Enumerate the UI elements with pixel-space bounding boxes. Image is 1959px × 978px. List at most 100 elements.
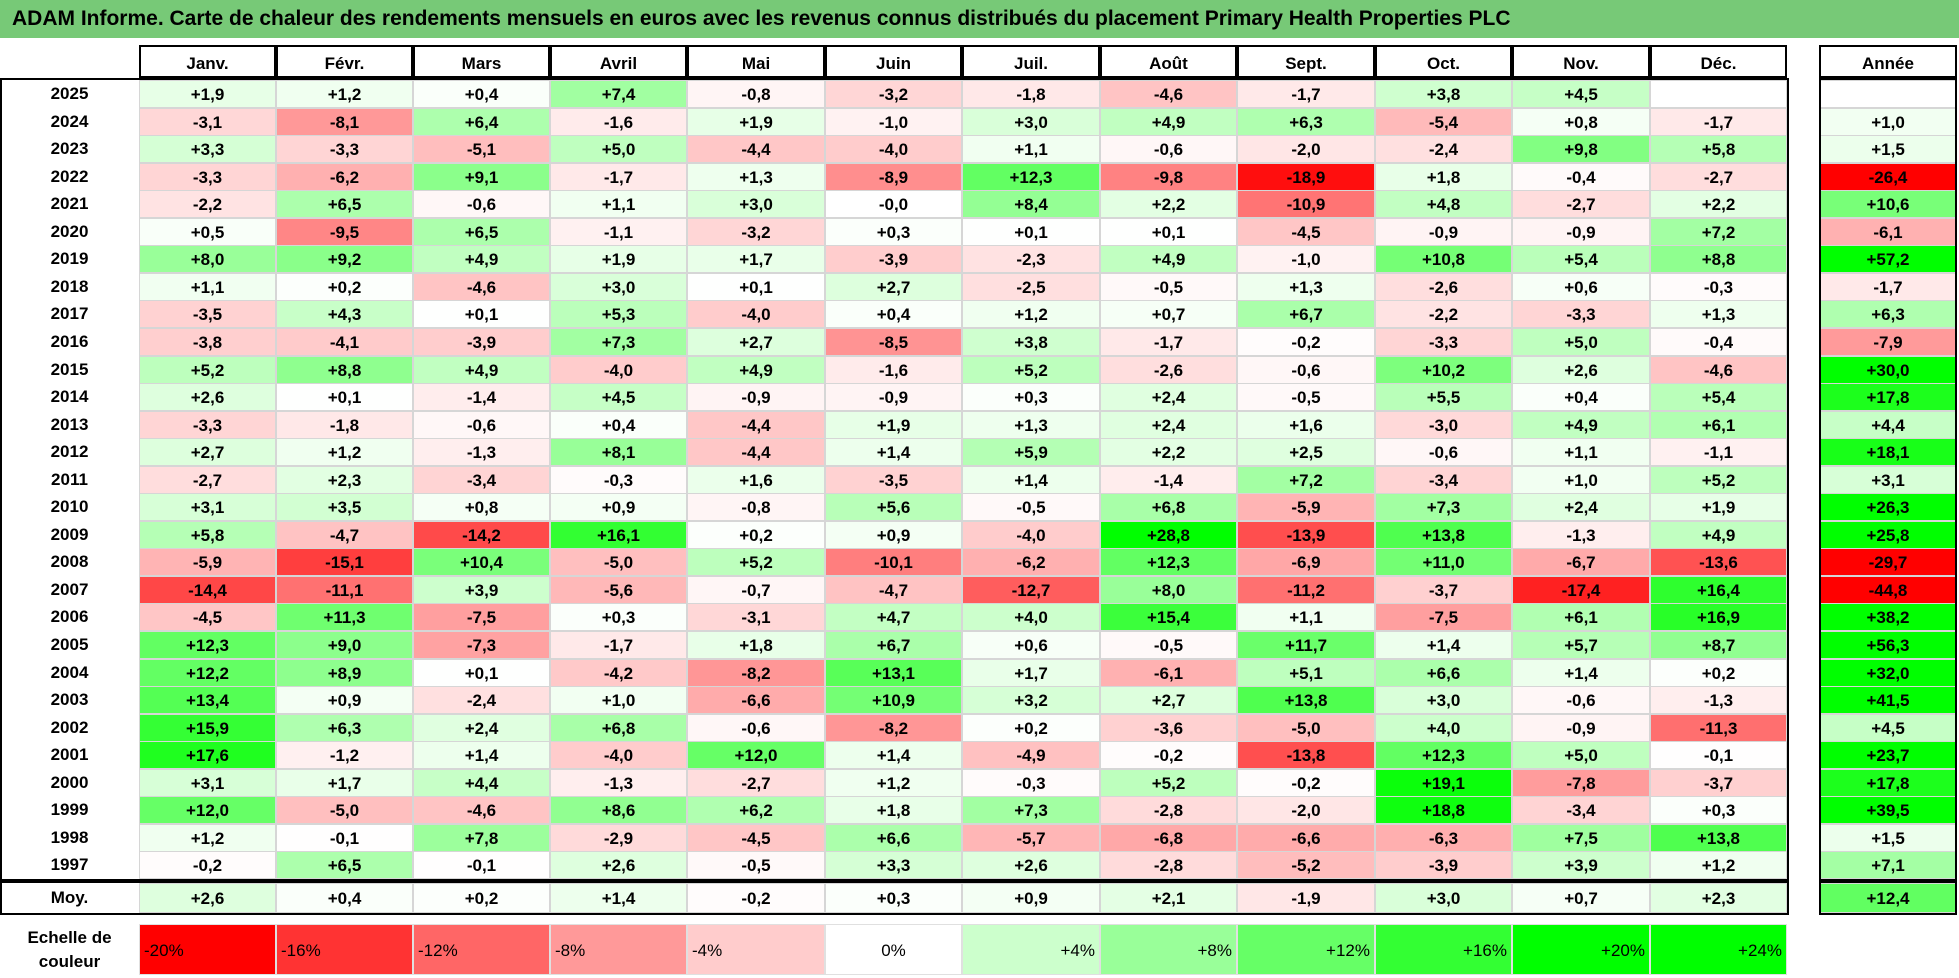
heatmap-cell: +2,6 bbox=[139, 383, 276, 412]
heatmap-cell: +8,6 bbox=[550, 796, 687, 825]
heatmap-cell: -4,6 bbox=[1650, 355, 1787, 384]
heatmap-cell: +1,4 bbox=[1375, 631, 1512, 660]
year-label: 1998 bbox=[50, 827, 89, 847]
heatmap-cell: +0,4 bbox=[825, 300, 962, 329]
heatmap-cell: +3,8 bbox=[962, 327, 1100, 356]
annual-cell: +32,0 bbox=[1819, 658, 1957, 687]
heatmap-cell: -3,3 bbox=[139, 410, 276, 439]
heatmap-cell: +15,9 bbox=[139, 713, 276, 742]
heatmap-cell bbox=[1650, 80, 1787, 109]
month-header: Oct. bbox=[1375, 45, 1512, 78]
heatmap-cell: +0,8 bbox=[1512, 107, 1650, 136]
heatmap-cell: -0,5 bbox=[1237, 383, 1375, 412]
heatmap-cell: +1,3 bbox=[687, 162, 825, 191]
heatmap-cell: -0,2 bbox=[139, 851, 276, 880]
heatmap-cell: +5,2 bbox=[1100, 768, 1237, 797]
heatmap-cell: -1,6 bbox=[550, 107, 687, 136]
heatmap-cell: -0,1 bbox=[413, 851, 550, 880]
year-label: 1999 bbox=[50, 800, 89, 820]
heatmap-cell: +0,3 bbox=[825, 217, 962, 246]
annual-cell: +41,5 bbox=[1819, 686, 1957, 715]
heatmap-cell: +0,5 bbox=[139, 217, 276, 246]
heatmap-cell: -17,4 bbox=[1512, 575, 1650, 604]
month-header: Déc. bbox=[1650, 45, 1787, 78]
heatmap-cell: +5,2 bbox=[139, 355, 276, 384]
heatmap-cell: +4,4 bbox=[413, 768, 550, 797]
heatmap-cell: +11,7 bbox=[1237, 631, 1375, 660]
heatmap-cell: -2,7 bbox=[1650, 162, 1787, 191]
heatmap-cell: +5,7 bbox=[1512, 631, 1650, 660]
heatmap-cell: -6,1 bbox=[1100, 658, 1237, 687]
heatmap-cell: +5,4 bbox=[1650, 383, 1787, 412]
heatmap-cell: +6,8 bbox=[1100, 493, 1237, 522]
year-label: 2006 bbox=[50, 607, 89, 627]
heatmap-cell: +1,2 bbox=[825, 768, 962, 797]
heatmap-cell: -0,5 bbox=[1100, 631, 1237, 660]
month-header: Mai bbox=[687, 45, 825, 78]
heatmap-cell: +6,5 bbox=[276, 190, 413, 219]
heatmap-cell: +1,0 bbox=[1512, 465, 1650, 494]
color-scale-label-line2: couleur bbox=[38, 952, 101, 971]
year-label: 2014 bbox=[50, 387, 89, 407]
year-label: 2001 bbox=[50, 745, 89, 765]
heatmap-cell: -10,1 bbox=[825, 548, 962, 577]
heatmap-cell: +1,1 bbox=[962, 135, 1100, 164]
heatmap-cell: -2,0 bbox=[1237, 796, 1375, 825]
heatmap-cell: -4,9 bbox=[962, 741, 1100, 770]
heatmap-cell: -4,6 bbox=[413, 272, 550, 301]
heatmap-cell: -5,1 bbox=[413, 135, 550, 164]
heatmap-cell: -12,7 bbox=[962, 575, 1100, 604]
heatmap-cell: +1,1 bbox=[139, 272, 276, 301]
heatmap-cell: -4,4 bbox=[687, 135, 825, 164]
year-label: 2022 bbox=[50, 166, 89, 186]
heatmap-cell: +5,1 bbox=[1237, 658, 1375, 687]
annual-cell: +30,0 bbox=[1819, 355, 1957, 384]
month-header: Sept. bbox=[1237, 45, 1375, 78]
heatmap-cell: -2,7 bbox=[139, 465, 276, 494]
heatmap-cell: -0,6 bbox=[1375, 438, 1512, 467]
heatmap-cell: -8,2 bbox=[687, 658, 825, 687]
heatmap-cell: -5,2 bbox=[1237, 851, 1375, 880]
average-cell: +2,6 bbox=[139, 883, 276, 913]
heatmap-cell: +2,4 bbox=[1512, 493, 1650, 522]
heatmap-cell: -3,5 bbox=[139, 300, 276, 329]
heatmap-cell: -5,0 bbox=[550, 548, 687, 577]
heatmap-cell: +0,3 bbox=[962, 383, 1100, 412]
annual-cell: +23,7 bbox=[1819, 741, 1957, 770]
heatmap-cell: +8,1 bbox=[550, 438, 687, 467]
heatmap-cell: -0,8 bbox=[687, 493, 825, 522]
heatmap-cell: +6,2 bbox=[687, 796, 825, 825]
heatmap-cell: -3,4 bbox=[413, 465, 550, 494]
heatmap-cell: +6,5 bbox=[276, 851, 413, 880]
heatmap-cell: +4,9 bbox=[1100, 107, 1237, 136]
heatmap-cell: -0,6 bbox=[413, 190, 550, 219]
heatmap-cell: +11,3 bbox=[276, 603, 413, 632]
heatmap-cell: +4,9 bbox=[1100, 245, 1237, 274]
heatmap-cell: -2,9 bbox=[550, 823, 687, 852]
heatmap-cell: -3,3 bbox=[1375, 327, 1512, 356]
heatmap-cell: -0,9 bbox=[1512, 217, 1650, 246]
heatmap-cell: +1,8 bbox=[1375, 162, 1512, 191]
heatmap-cell: -2,6 bbox=[1100, 355, 1237, 384]
heatmap-cell: -3,4 bbox=[1375, 465, 1512, 494]
heatmap-cell: -4,7 bbox=[825, 575, 962, 604]
annual-cell: +1,5 bbox=[1819, 135, 1957, 164]
heatmap-cell: +5,0 bbox=[550, 135, 687, 164]
year-label: 2013 bbox=[50, 414, 89, 434]
heatmap-cell: -4,0 bbox=[550, 355, 687, 384]
heatmap-cell: +3,9 bbox=[1512, 851, 1650, 880]
heatmap-cell: +3,1 bbox=[139, 768, 276, 797]
heatmap-cell: -2,7 bbox=[687, 768, 825, 797]
heatmap-cell: -3,2 bbox=[687, 217, 825, 246]
heatmap-cell: -5,6 bbox=[550, 575, 687, 604]
heatmap-cell: -1,8 bbox=[276, 410, 413, 439]
color-scale-swatch: +24% bbox=[1650, 924, 1787, 975]
year-label: 2015 bbox=[50, 359, 89, 379]
heatmap-cell: +5,0 bbox=[1512, 741, 1650, 770]
color-scale-swatch: +12% bbox=[1237, 924, 1375, 975]
heatmap-cell: +2,2 bbox=[1100, 438, 1237, 467]
heatmap-cell: -4,7 bbox=[276, 520, 413, 549]
heatmap-cell: +12,2 bbox=[139, 658, 276, 687]
heatmap-cell: -0,8 bbox=[687, 80, 825, 109]
